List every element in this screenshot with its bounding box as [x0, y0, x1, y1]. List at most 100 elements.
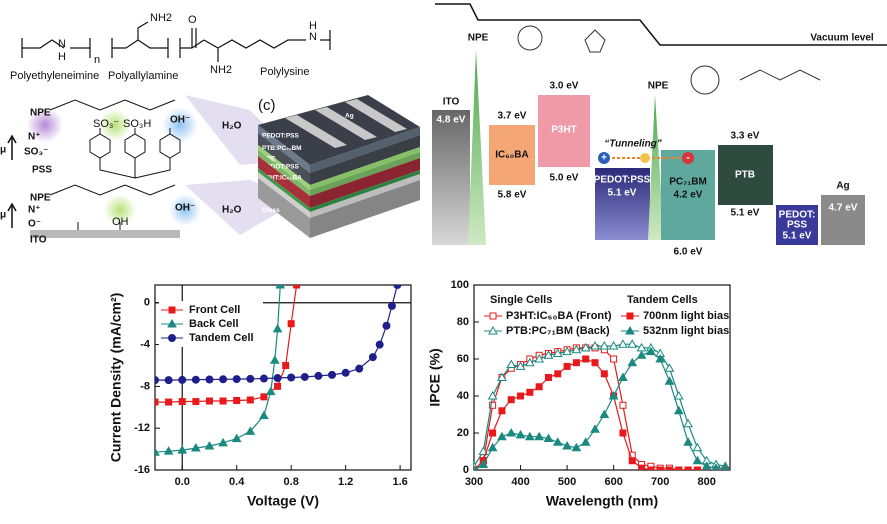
marker [478, 446, 489, 455]
label: SO₃⁻ [24, 147, 48, 158]
marker [177, 445, 188, 454]
label: NPE [648, 81, 669, 92]
label: ITO [30, 235, 47, 246]
y-tick-label: 0 [144, 297, 150, 309]
marker [683, 418, 693, 428]
polymer-name: Polyethyleneimine [10, 70, 99, 82]
marker [259, 410, 269, 420]
marker [524, 431, 535, 441]
atom: NH2 [210, 64, 232, 76]
marker [543, 350, 554, 359]
marker [265, 386, 276, 396]
marker [231, 433, 242, 443]
label: 5.1 eV [783, 231, 812, 242]
layer [310, 127, 420, 173]
marker [275, 285, 286, 289]
marker [489, 312, 497, 320]
marker [721, 463, 730, 470]
vacuum-line [435, 3, 887, 46]
x-tick-label: 400 [511, 476, 529, 488]
marker [497, 431, 507, 441]
label: SO₃H [123, 118, 151, 130]
layer-label: PEDOT:PSS [262, 163, 300, 170]
legend-label: Front Cell [189, 304, 240, 316]
marker [526, 388, 534, 396]
marker [246, 396, 254, 404]
x-tick-label: 700 [651, 476, 669, 488]
marker [552, 437, 563, 446]
label: 5.1 eV [731, 208, 760, 219]
marker [563, 362, 571, 370]
marker [693, 466, 701, 470]
marker [701, 461, 712, 470]
marker [619, 401, 627, 409]
label: NPE [468, 33, 489, 44]
electrode-stripe [345, 99, 407, 132]
label: OH⁻ [170, 115, 190, 126]
y-tick-label: 0 [463, 464, 469, 476]
marker [478, 459, 489, 468]
marker [554, 370, 562, 378]
label: 3.7 eV [498, 111, 527, 122]
label: 4.7 eV [829, 203, 858, 214]
label: 6.0 eV [674, 247, 703, 258]
p3ht-level [538, 95, 590, 167]
label: 4.2 eV [674, 190, 703, 201]
layer [310, 135, 420, 185]
marker [219, 397, 227, 405]
atom: NH2 [150, 12, 172, 24]
marker [664, 363, 675, 372]
marker [245, 426, 256, 435]
series-line [474, 347, 726, 470]
atom: H [58, 51, 66, 63]
layer [258, 150, 310, 196]
legend-label: PTB:PC₇₁BM (Back) [506, 325, 610, 337]
marker [164, 376, 173, 385]
series-line [474, 343, 726, 467]
marker [497, 372, 507, 381]
marker [498, 407, 506, 415]
label: μ [0, 145, 6, 156]
y-tick-label: -12 [134, 422, 150, 434]
label: PTB [735, 170, 755, 181]
marker [205, 375, 214, 384]
marker [269, 355, 280, 364]
y-tick-label: 60 [457, 353, 469, 365]
marker [636, 350, 647, 359]
marker [341, 368, 350, 377]
marker [328, 370, 337, 379]
layer [258, 145, 310, 190]
layer [258, 172, 310, 218]
marker [544, 374, 552, 381]
label: Vacuum level [810, 33, 874, 44]
ito-bar [30, 230, 180, 238]
label: Ag [836, 181, 849, 192]
marker [590, 341, 600, 350]
x-axis-title: Wavelength (nm) [546, 493, 658, 509]
marker [246, 374, 255, 383]
label: PEDOT:PSS [594, 175, 651, 186]
marker [646, 346, 656, 356]
marker [506, 359, 517, 369]
marker [368, 353, 377, 362]
marker [656, 466, 664, 470]
label: PC₇₁BM [669, 177, 707, 188]
atom: N [309, 31, 317, 43]
molecule-icon [584, 29, 821, 81]
label: H₂O [222, 205, 242, 216]
y-tick-label: 40 [457, 390, 469, 402]
marker [274, 382, 282, 390]
marker [673, 390, 684, 400]
marker [190, 443, 201, 452]
label: OH⁻ [175, 203, 195, 214]
marker [515, 429, 526, 439]
layer-label: Glass [262, 207, 280, 214]
recombination [640, 153, 650, 163]
bond [179, 28, 331, 62]
marker [628, 457, 636, 465]
marker [167, 318, 177, 328]
marker [178, 375, 187, 384]
marker [232, 375, 241, 384]
layer [258, 178, 310, 238]
